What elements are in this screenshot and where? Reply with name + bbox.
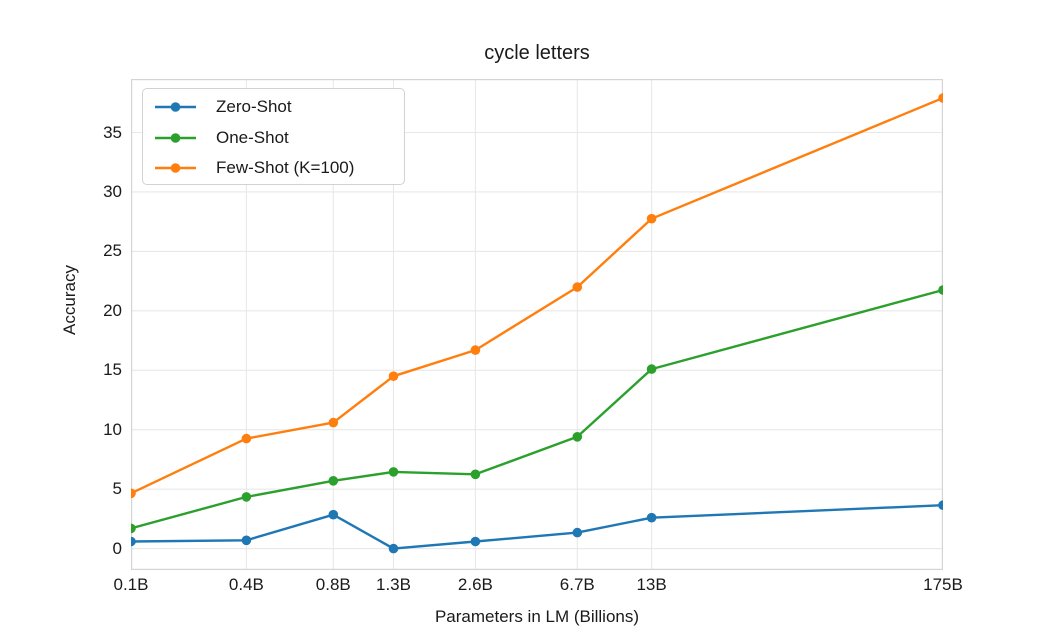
data-point: [131, 523, 136, 534]
data-point: [241, 433, 252, 444]
y-tick-label: 15: [103, 360, 122, 380]
data-point: [328, 476, 339, 486]
x-tick-label: 1.3B: [376, 575, 411, 594]
x-tick-label: 13B: [636, 575, 667, 594]
legend-label: One-Shot: [216, 127, 289, 147]
data-point: [646, 364, 657, 374]
legend-label: Few-Shot (K=100): [216, 158, 355, 178]
x-tick-label: 0.1B: [113, 575, 149, 594]
data-point: [470, 345, 481, 355]
plot-border: [131, 79, 943, 570]
series-line: [131, 504, 943, 550]
data-point: [388, 543, 399, 554]
data-point: [388, 467, 399, 477]
data-point: [328, 417, 339, 428]
data-point: [470, 469, 481, 480]
plot-area: [131, 79, 943, 570]
y-tick-label: 30: [103, 181, 122, 201]
data-point: [938, 500, 943, 510]
data-point: [131, 536, 136, 547]
legend-label: Zero-Shot: [216, 97, 292, 117]
series-line: [131, 96, 943, 495]
data-point: [241, 492, 252, 502]
y-tick-label: 35: [103, 122, 122, 142]
data-point: [328, 509, 339, 520]
x-axis-label: Parameters in LM (Billions): [434, 607, 640, 626]
x-tick-label: 6.7B: [559, 575, 595, 594]
data-point: [131, 488, 136, 499]
data-point: [572, 527, 583, 538]
data-point: [388, 371, 399, 382]
y-tick-label: 25: [103, 241, 122, 261]
legend-item: Few-Shot (K=100): [143, 153, 404, 184]
data-point: [646, 213, 657, 224]
data-point: [938, 93, 943, 103]
data-point: [572, 282, 583, 292]
data-point: [241, 535, 252, 546]
x-tick-label: 0.4B: [228, 575, 264, 594]
x-tick-label: 2.6B: [457, 575, 493, 594]
y-tick-label: 5: [112, 479, 122, 499]
y-tick-label: 10: [103, 419, 122, 439]
data-point: [470, 536, 481, 547]
data-point: [572, 432, 583, 442]
legend-marker-icon: [155, 102, 196, 113]
y-tick-label: 0: [112, 538, 122, 558]
legend: Zero-Shot One-Shot Few-Shot (K=100): [142, 88, 405, 185]
data-point: [938, 285, 943, 295]
x-tick-label: 175B: [923, 575, 963, 594]
legend-item: One-Shot: [143, 123, 404, 154]
legend-marker-icon: [155, 163, 196, 174]
x-tick-label: 0.8B: [315, 575, 351, 594]
series-line: [131, 288, 943, 530]
chart-title: cycle letters: [484, 42, 590, 64]
data-point: [646, 512, 657, 523]
legend-marker-icon: [155, 132, 196, 143]
legend-item: Zero-Shot: [143, 92, 404, 123]
y-tick-label: 20: [103, 300, 122, 320]
